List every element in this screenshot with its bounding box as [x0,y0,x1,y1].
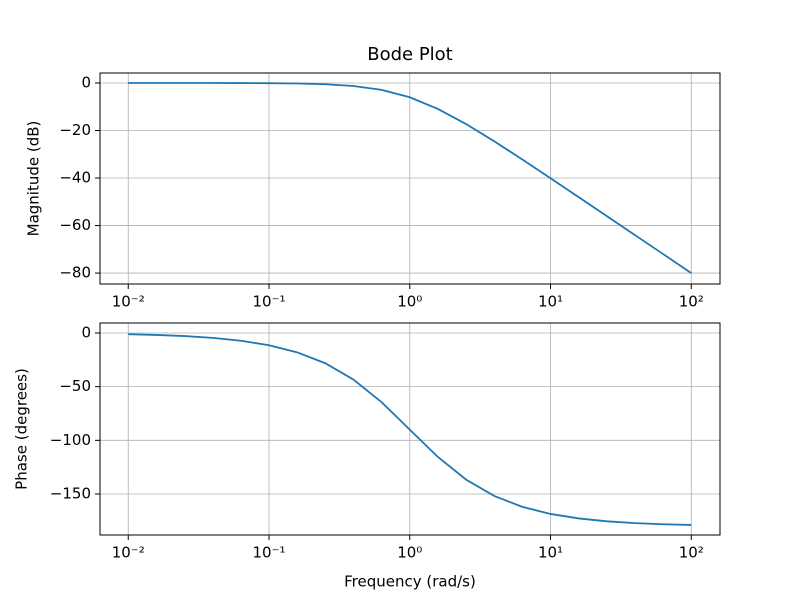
y-tick-label: 0 [81,73,91,91]
y-tick-label: −50 [59,377,91,395]
line-series [128,82,692,274]
x-tick-label: 10⁻² [112,293,145,311]
y-axis-label: Phase (degrees) [13,368,31,490]
y-tick-label: −150 [50,484,91,502]
y-tick-label: −40 [59,169,91,187]
x-tick-label: 10² [679,544,704,562]
x-tick-label: 10² [679,293,704,311]
x-tick-label: 10¹ [538,544,563,562]
x-tick-label: 10⁰ [397,544,422,562]
y-tick-label: −80 [59,264,91,282]
y-tick-label: −20 [59,121,91,139]
x-axis-label: Frequency (rad/s) [344,573,476,591]
y-tick-label: −60 [59,216,91,234]
y-axis-label: Magnitude (dB) [25,121,43,237]
axes-frame [99,322,721,536]
chart-title: Bode Plot [367,44,453,65]
x-tick-label: 10⁻² [112,544,145,562]
x-tick-label: 10⁻¹ [252,544,285,562]
axes-frame [99,72,721,285]
x-tick-label: 10⁻¹ [252,293,285,311]
x-tick-label: 10⁰ [397,293,422,311]
y-tick-label: 0 [81,323,91,341]
y-tick-label: −100 [50,431,91,449]
x-tick-label: 10¹ [538,293,563,311]
line-series [128,333,692,526]
